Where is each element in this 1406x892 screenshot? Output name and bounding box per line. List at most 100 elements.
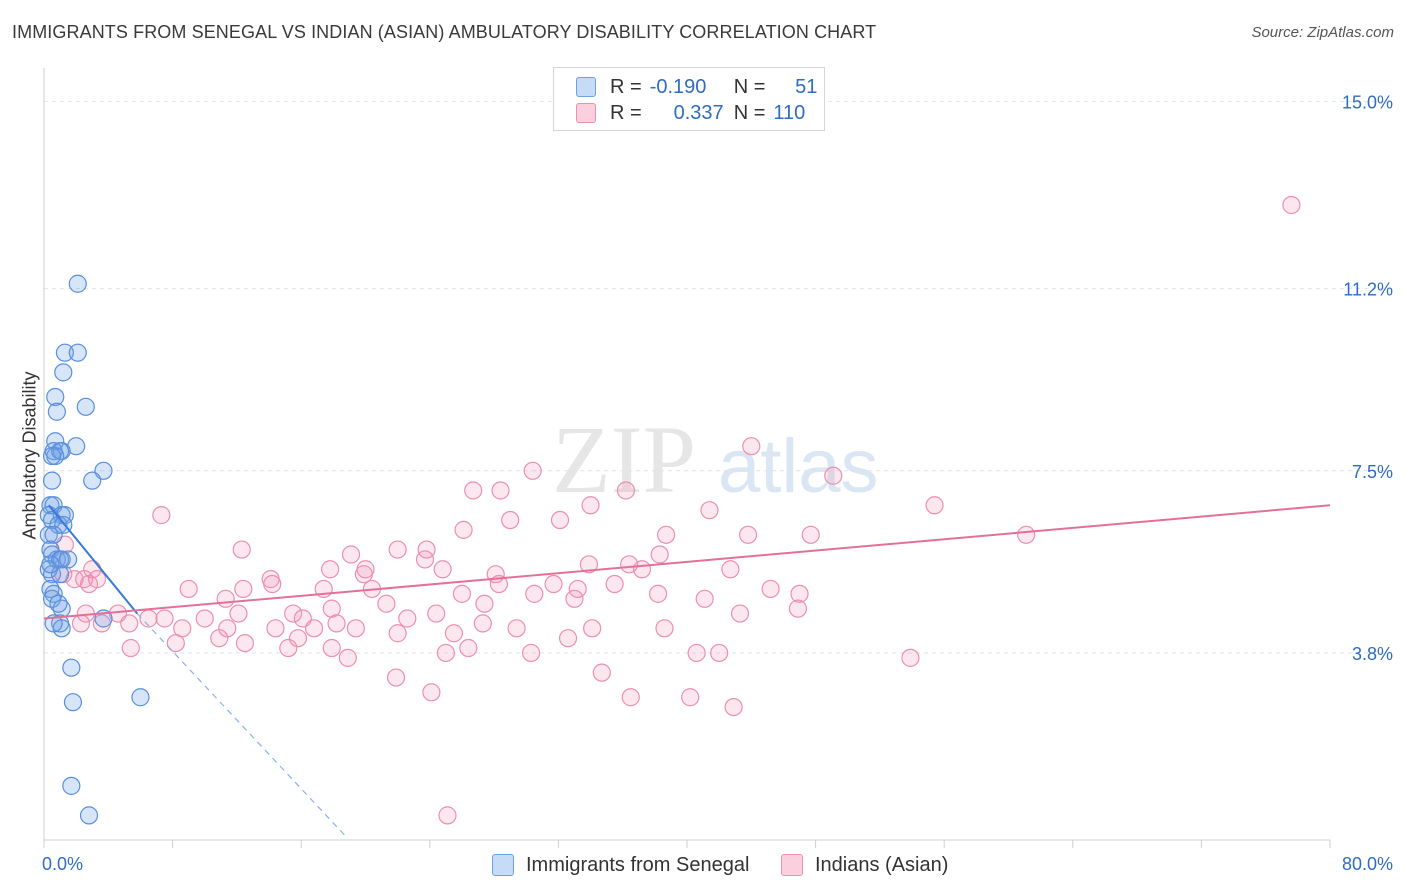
indians-asian-point (558, 629, 578, 648)
indians-asian-point (216, 589, 235, 608)
senegal-point (59, 550, 78, 569)
indians-asian-point (210, 629, 229, 648)
chart-title: IMMIGRANTS FROM SENEGAL VS INDIAN (ASIAN… (12, 22, 877, 42)
senegal-point (41, 555, 60, 574)
indians-asian-point (304, 619, 324, 638)
indians-asian-point (444, 624, 464, 643)
indians-asian-point (346, 619, 365, 638)
senegal-point (49, 594, 68, 613)
indians-asian-point (565, 589, 584, 608)
indians-asian-point (452, 584, 472, 603)
indians-asian-point (436, 643, 455, 663)
senegal-point (42, 446, 62, 466)
indians-asian-point (279, 638, 298, 658)
bottom-legend-swatch-senegal (492, 854, 514, 876)
indians-asian-point (438, 806, 457, 825)
indians-asian-point (321, 560, 340, 579)
indians-asian-point (388, 624, 407, 643)
indians-asian-point (788, 599, 808, 618)
indians-asian-point (605, 574, 624, 594)
legend-n-label: N = (733, 101, 766, 124)
indians-asian-point (550, 510, 570, 530)
indians-asian-point (695, 589, 714, 608)
senegal-point (68, 343, 87, 362)
watermark-zip: ZIP (552, 406, 696, 513)
indians-asian-point (501, 510, 520, 530)
indians-asian-point (657, 525, 676, 544)
indians-asian-point (386, 668, 406, 687)
indians-asian-point (464, 481, 483, 500)
bottom-legend-label-senegal: Immigrants from Senegal (526, 853, 750, 876)
indians-asian-point (288, 629, 308, 648)
senegal-point (83, 471, 102, 490)
indians-asian-point (579, 555, 599, 574)
indians-asian-point (433, 560, 452, 579)
indians-asian-point (263, 574, 282, 594)
indians-asian-point (388, 540, 407, 559)
indians-asian-point (266, 619, 285, 638)
indians-asian-point (724, 697, 743, 717)
x-tick-label: 0.0% (42, 854, 83, 874)
legend-n-label: N = (733, 75, 766, 98)
indians-asian-point (152, 506, 171, 525)
indians-asian-point (322, 638, 341, 658)
y-tick-label: 11.2% (1343, 280, 1393, 300)
senegal-point (47, 402, 66, 421)
indians-asian-point (761, 579, 780, 599)
y-tick-label: 15.0% (1342, 93, 1393, 113)
indians-asian-point (507, 619, 526, 638)
legend-swatch-indians (576, 103, 596, 123)
senegal-point (46, 387, 65, 407)
bottom-legend-label-indians: Indians (Asian) (815, 853, 949, 876)
senegal-point (50, 565, 70, 584)
indians-asian-point (121, 638, 140, 658)
indians-asian-point (354, 565, 373, 584)
indians-asian-point (824, 466, 843, 485)
senegal-point (131, 688, 150, 707)
indians-asian-point (166, 633, 185, 653)
legend-swatch-senegal (576, 77, 596, 97)
indians-asian-point (521, 643, 541, 663)
indians-asian-point (422, 683, 441, 702)
indians-asian-point (155, 609, 174, 628)
indians-asian-point (544, 574, 563, 594)
senegal-point (62, 658, 81, 677)
indians-asian-point (700, 501, 719, 520)
indians-asian-point (179, 579, 198, 599)
indians-asian-point (229, 604, 248, 623)
indians-asian-point (523, 461, 542, 480)
indians-asian-point (427, 604, 446, 623)
y-tick-label: 7.5% (1352, 462, 1393, 482)
indians-asian-point (621, 688, 640, 707)
indians-asian-point (581, 496, 600, 515)
indians-asian-point (398, 609, 417, 628)
legend-row-indians: R = 0.337 N = 110 (576, 101, 817, 125)
indians-asian-point (710, 643, 729, 663)
senegal-point (67, 437, 86, 456)
correlation-legend: R = -0.190 N = 51 R = 0.337 N = 110 (553, 67, 825, 131)
indians-asian-point (790, 584, 809, 603)
indians-asian-point (71, 614, 91, 633)
indians-asian-point (341, 545, 361, 564)
y-axis-label: Ambulatory Disability (19, 371, 40, 540)
indians-asian-point (738, 525, 758, 544)
legend-r-value: -0.190 (649, 75, 707, 98)
senegal-point (39, 525, 58, 544)
indians-asian-points (54, 195, 1301, 825)
senegal-point (44, 525, 63, 544)
senegal-point (79, 806, 99, 825)
senegal-trend-line (48, 504, 139, 615)
indians-asian-point (801, 525, 820, 544)
indians-asian-point (234, 579, 253, 599)
indians-asian-point (687, 643, 706, 663)
senegal-point (62, 776, 81, 795)
trend-lines (43, 504, 1331, 836)
bottom-legend-swatch-indians (781, 854, 803, 876)
senegal-point (68, 274, 87, 293)
indians-asian-point (327, 614, 346, 633)
indians-asian-point (475, 594, 494, 613)
indians-asian-point (284, 604, 303, 623)
bottom-legend-senegal: Immigrants from Senegal (492, 852, 749, 878)
indians-asian-point (1017, 525, 1036, 544)
legend-r-value: 0.337 (673, 101, 724, 124)
